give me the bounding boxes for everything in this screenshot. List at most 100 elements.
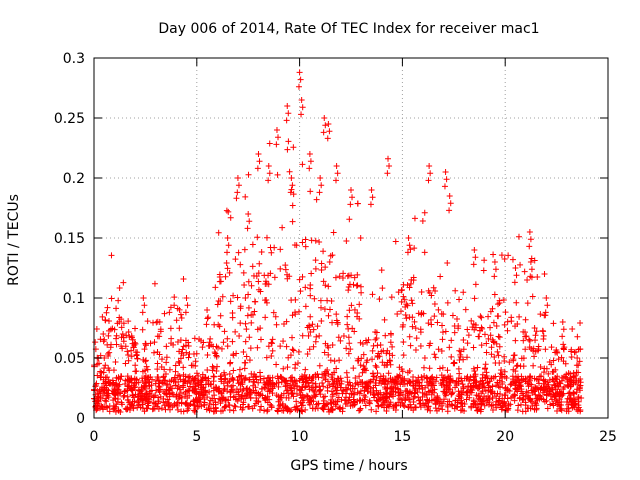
data-point — [412, 346, 419, 353]
data-point — [105, 317, 112, 324]
data-point — [570, 374, 577, 381]
data-point — [150, 349, 157, 356]
data-point — [481, 366, 488, 373]
data-point — [307, 188, 314, 195]
data-point — [263, 354, 270, 361]
data-point — [351, 306, 358, 313]
data-point — [237, 305, 244, 312]
data-point — [337, 404, 344, 411]
data-point — [324, 297, 331, 304]
data-point — [406, 333, 413, 340]
data-point — [487, 388, 494, 395]
data-point — [184, 407, 191, 414]
data-point — [307, 158, 314, 165]
data-point — [326, 128, 333, 135]
data-point — [501, 368, 508, 375]
data-point — [376, 296, 383, 303]
data-point — [430, 284, 437, 291]
data-point — [392, 238, 399, 245]
data-point — [325, 344, 332, 351]
x-tick-label: 0 — [90, 429, 99, 445]
data-point — [457, 353, 464, 360]
data-point — [161, 402, 168, 409]
data-point — [444, 386, 451, 393]
data-point — [179, 346, 186, 353]
data-point — [104, 341, 111, 348]
data-point — [351, 398, 358, 405]
data-point — [142, 380, 149, 387]
data-point — [236, 333, 243, 340]
data-point — [306, 165, 313, 172]
data-point — [97, 368, 104, 375]
data-point — [242, 359, 249, 366]
data-point — [462, 306, 469, 313]
data-point — [215, 229, 222, 236]
data-point — [354, 200, 361, 207]
data-point — [531, 353, 538, 360]
data-point — [177, 376, 184, 383]
data-point — [262, 314, 269, 321]
data-point — [334, 321, 341, 328]
data-point — [199, 392, 206, 399]
data-point — [444, 299, 451, 306]
data-point — [217, 375, 224, 382]
data-point — [403, 315, 410, 322]
data-point — [158, 356, 165, 363]
data-point — [160, 373, 167, 380]
data-point — [458, 388, 465, 395]
data-point — [434, 319, 441, 326]
data-point — [310, 343, 317, 350]
data-point — [471, 368, 478, 375]
data-point — [442, 169, 449, 175]
data-point — [430, 376, 437, 383]
data-point — [426, 342, 433, 349]
data-point — [518, 388, 525, 395]
data-point — [546, 358, 553, 365]
data-point — [113, 332, 120, 339]
data-point — [248, 311, 255, 318]
data-point — [115, 374, 122, 381]
data-point — [398, 298, 405, 305]
data-point — [257, 325, 264, 332]
data-point — [280, 407, 287, 414]
data-point — [564, 395, 571, 402]
data-point — [128, 386, 135, 393]
data-point — [186, 383, 193, 390]
data-point — [410, 373, 417, 380]
data-point — [155, 374, 162, 381]
data-point — [226, 371, 233, 378]
data-point — [369, 194, 376, 201]
data-point — [492, 373, 499, 380]
data-point — [575, 377, 582, 384]
data-point — [371, 391, 378, 398]
data-point — [572, 348, 579, 355]
data-point — [134, 399, 141, 406]
data-point — [447, 200, 454, 207]
data-point — [118, 373, 125, 380]
data-point — [176, 373, 183, 380]
data-point — [262, 396, 269, 403]
data-point — [289, 346, 296, 353]
data-point — [553, 397, 560, 404]
data-point — [266, 377, 273, 384]
data-point — [482, 361, 489, 368]
data-point — [273, 127, 280, 133]
data-point — [400, 338, 407, 345]
data-point — [299, 239, 306, 246]
data-point — [171, 302, 178, 309]
data-point — [346, 340, 353, 347]
data-point — [427, 170, 434, 177]
data-point — [295, 83, 302, 90]
data-point — [516, 379, 523, 386]
data-point — [317, 297, 324, 304]
data-point — [154, 366, 161, 373]
data-point — [351, 274, 358, 281]
data-point — [284, 364, 291, 371]
data-point — [471, 295, 478, 302]
data-point — [410, 277, 417, 284]
data-point — [306, 346, 313, 353]
data-point — [546, 390, 553, 397]
data-point — [465, 383, 472, 390]
data-point — [207, 397, 214, 404]
data-point — [186, 351, 193, 358]
